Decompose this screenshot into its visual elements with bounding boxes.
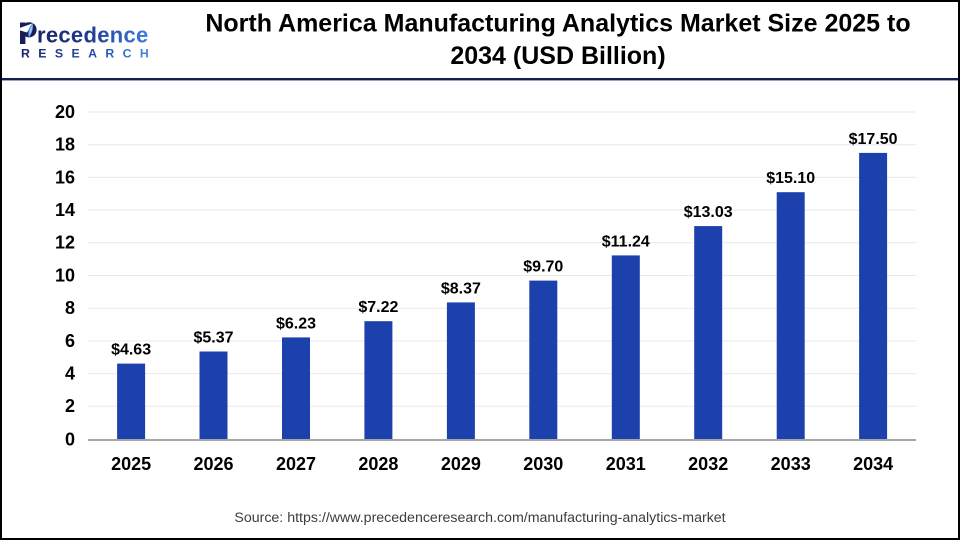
- svg-text:12: 12: [55, 233, 75, 253]
- svg-text:Source: https://www.precedence: Source: https://www.precedenceresearch.c…: [234, 510, 725, 526]
- svg-text:2027: 2027: [276, 454, 316, 474]
- svg-text:4: 4: [65, 364, 75, 384]
- svg-text:$6.23: $6.23: [276, 315, 316, 332]
- svg-text:$13.03: $13.03: [684, 204, 733, 221]
- svg-text:18: 18: [55, 135, 75, 155]
- svg-text:2029: 2029: [441, 454, 481, 474]
- svg-text:recedence: recedence: [37, 23, 149, 48]
- svg-text:0: 0: [65, 429, 75, 449]
- svg-text:$15.10: $15.10: [766, 170, 815, 187]
- svg-text:10: 10: [55, 265, 75, 285]
- svg-text:$11.24: $11.24: [602, 233, 650, 250]
- svg-text:2034: 2034: [853, 454, 893, 474]
- svg-text:$4.63: $4.63: [111, 342, 151, 359]
- svg-text:2032: 2032: [688, 454, 728, 474]
- svg-text:14: 14: [55, 200, 75, 220]
- svg-text:2028: 2028: [358, 454, 398, 474]
- svg-text:$5.37: $5.37: [193, 330, 233, 347]
- svg-text:RESEARCH: RESEARCH: [21, 47, 157, 61]
- svg-text:$8.37: $8.37: [441, 280, 481, 297]
- svg-text:$17.50: $17.50: [849, 131, 898, 148]
- svg-text:20: 20: [55, 102, 75, 122]
- svg-text:2026: 2026: [193, 454, 233, 474]
- svg-text:2031: 2031: [606, 454, 646, 474]
- svg-text:2025: 2025: [111, 454, 151, 474]
- svg-text:8: 8: [65, 298, 75, 318]
- svg-text:$9.70: $9.70: [523, 259, 563, 276]
- svg-text:6: 6: [65, 331, 75, 351]
- svg-text:2034 (USD Billion): 2034 (USD Billion): [450, 42, 665, 70]
- svg-text:$7.22: $7.22: [358, 299, 398, 316]
- svg-text:2030: 2030: [523, 454, 563, 474]
- svg-text:2033: 2033: [771, 454, 811, 474]
- svg-text:16: 16: [55, 167, 75, 187]
- svg-text:North America Manufacturing An: North America Manufacturing Analytics Ma…: [205, 10, 910, 38]
- svg-text:2: 2: [65, 396, 75, 416]
